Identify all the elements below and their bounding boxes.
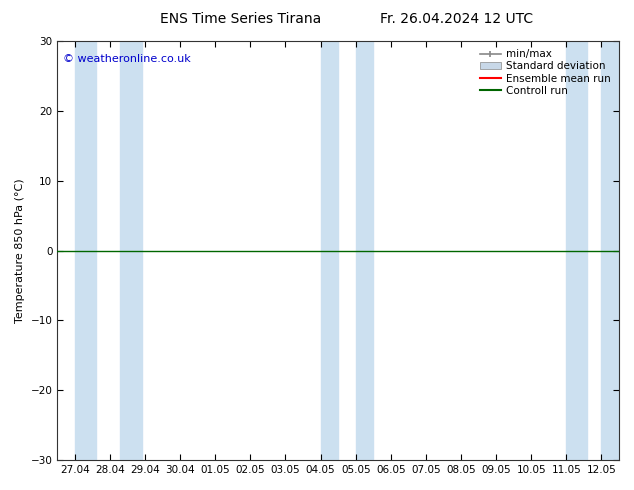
Bar [356, 41, 373, 460]
Bar [602, 41, 619, 460]
Text: © weatheronline.co.uk: © weatheronline.co.uk [63, 53, 191, 64]
Bar [120, 41, 141, 460]
Bar [321, 41, 338, 460]
Bar [75, 41, 96, 460]
Text: Fr. 26.04.2024 12 UTC: Fr. 26.04.2024 12 UTC [380, 12, 533, 26]
Legend: min/max, Standard deviation, Ensemble mean run, Controll run: min/max, Standard deviation, Ensemble me… [477, 46, 614, 99]
Bar [566, 41, 588, 460]
Y-axis label: Temperature 850 hPa (°C): Temperature 850 hPa (°C) [15, 178, 25, 323]
Text: ENS Time Series Tirana: ENS Time Series Tirana [160, 12, 321, 26]
